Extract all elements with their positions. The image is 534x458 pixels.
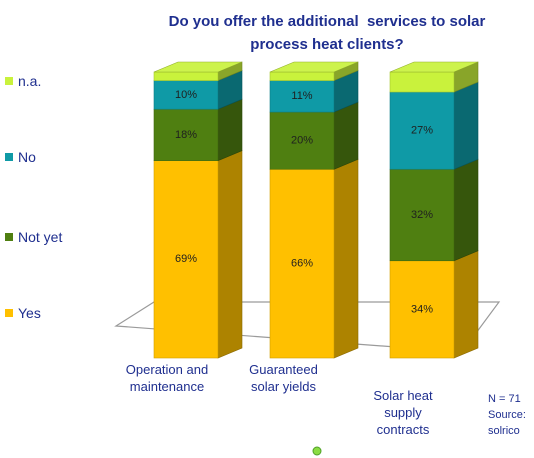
value-label-operation-and-maintenance-no: 10% xyxy=(175,89,197,101)
legend-na-label: n.a. xyxy=(18,73,42,89)
bar-segment-guaranteed-solar-yields-n-a xyxy=(269,71,335,81)
bar-segment-operation-and-maintenance-not-yet-side-face xyxy=(217,98,243,162)
value-label-solar-heat-supply-contracts-not-yet: 32% xyxy=(411,209,433,221)
footnote-sample-size: N = 71 xyxy=(488,393,521,405)
bar-segment-guaranteed-solar-yields-no xyxy=(269,80,335,113)
legend-no-label: No xyxy=(18,149,36,165)
category-label-guaranteed-line-1: Guaranteed xyxy=(249,362,318,377)
bar-segment-operation-and-maintenance-n-a xyxy=(153,71,219,81)
category-label-operation-line-2: maintenance xyxy=(129,379,205,394)
bar-segment-operation-and-maintenance-yes-side-face xyxy=(217,150,243,359)
category-label-supply-line-3: contracts xyxy=(376,422,430,437)
category-label-supply-contracts: Solar heat supply contracts xyxy=(365,387,441,438)
legend-not-yet-label: Not yet xyxy=(18,229,63,245)
bar-top-face-guaranteed-solar-yields xyxy=(269,61,359,73)
slide-marker-dot xyxy=(312,446,322,456)
bar-segment-operation-and-maintenance-yes xyxy=(153,160,219,359)
category-label-operation-line-1: Operation and xyxy=(125,362,209,377)
legend-swatch-n-a xyxy=(5,77,13,85)
footnote-source-name: solrico xyxy=(488,425,520,437)
bar-segment-solar-heat-supply-contracts-no-side-face xyxy=(453,81,479,170)
chart-bars-layer xyxy=(153,61,479,359)
bar-segment-operation-and-maintenance-not-yet xyxy=(153,108,219,161)
chart-title-line-1: Do you offer the additional services to … xyxy=(168,13,486,30)
bar-segment-solar-heat-supply-contracts-yes-side-face xyxy=(453,250,479,359)
bar-segment-operation-and-maintenance-no xyxy=(153,80,219,110)
bar-stack-operation-and-maintenance xyxy=(153,61,243,359)
legend-swatch-yes xyxy=(5,309,13,317)
chart-title: Do you offer the additional services to … xyxy=(132,10,522,56)
category-label-supply-line-2: supply xyxy=(384,405,422,420)
bar-segment-guaranteed-solar-yields-yes xyxy=(269,168,335,359)
category-label-operation-maintenance: Operation and maintenance xyxy=(111,361,223,395)
bar-stack-solar-heat-supply-contracts xyxy=(389,61,479,359)
bar-top-face-operation-and-maintenance xyxy=(153,61,243,73)
footnote-source-label: Source: xyxy=(488,409,526,421)
bar-segment-solar-heat-supply-contracts-yes xyxy=(389,260,455,359)
bar-segment-guaranteed-solar-yields-not-yet-side-face xyxy=(333,101,359,170)
bar-stack-guaranteed-solar-yields xyxy=(269,61,359,359)
bar-top-face-solar-heat-supply-contracts xyxy=(389,61,479,73)
bar-segment-solar-heat-supply-contracts-n-a xyxy=(389,71,455,93)
category-label-supply-line-1: Solar heat xyxy=(373,388,433,403)
legend-yes-label: Yes xyxy=(18,305,41,321)
legend-swatches-layer xyxy=(5,77,13,317)
chart-value-labels-layer: 69% 18% 10% 66% 20% 11% 34% 32% 27% xyxy=(175,89,433,316)
legend-swatch-not-yet xyxy=(5,233,13,241)
value-label-guaranteed-solar-yields-yes: 66% xyxy=(291,258,313,270)
category-label-guaranteed-line-2: solar yields xyxy=(250,379,317,394)
value-label-guaranteed-solar-yields-no: 11% xyxy=(291,90,312,102)
bar-segment-guaranteed-solar-yields-yes-side-face xyxy=(333,158,359,359)
slide-marker-layer xyxy=(312,446,322,456)
value-label-solar-heat-supply-contracts-yes: 34% xyxy=(411,303,433,315)
category-label-guaranteed-yields: Guaranteed solar yields xyxy=(236,361,331,395)
value-label-operation-and-maintenance-yes: 69% xyxy=(175,253,197,265)
value-label-operation-and-maintenance-not-yet: 18% xyxy=(175,129,197,141)
chart-title-line-2: process heat clients? xyxy=(250,36,404,53)
value-label-guaranteed-solar-yields-not-yet: 20% xyxy=(291,135,313,147)
bar-segment-solar-heat-supply-contracts-no xyxy=(389,91,455,170)
value-label-solar-heat-supply-contracts-no: 27% xyxy=(411,125,433,137)
legend-swatch-no xyxy=(5,153,13,161)
bar-segment-solar-heat-supply-contracts-not-yet-side-face xyxy=(453,158,479,262)
